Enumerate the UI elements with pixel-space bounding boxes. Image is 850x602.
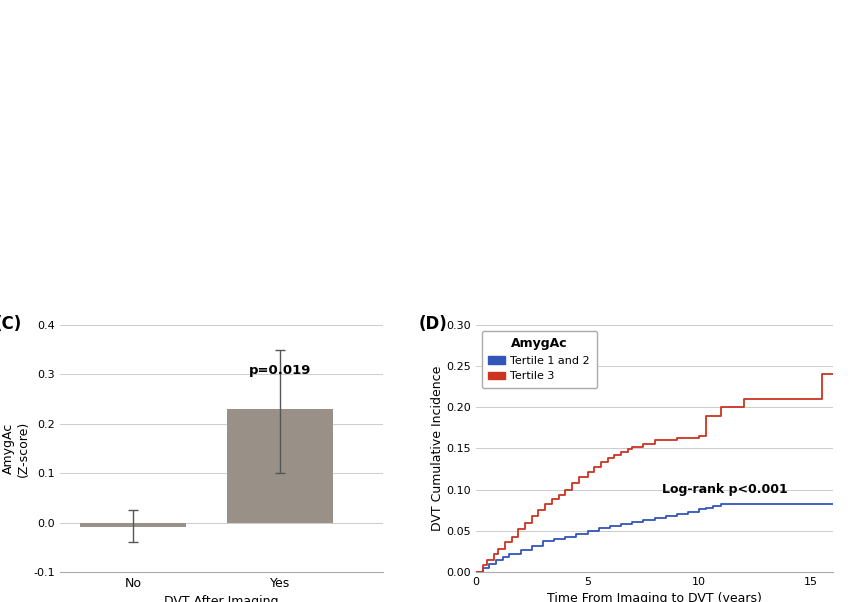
Text: (D): (D) — [419, 315, 448, 334]
Text: p=0.019: p=0.019 — [248, 364, 311, 377]
Legend: Tertile 1 and 2, Tertile 3: Tertile 1 and 2, Tertile 3 — [482, 330, 597, 388]
Bar — [227, 409, 332, 523]
X-axis label: Time From Imaging to DVT (years): Time From Imaging to DVT (years) — [547, 592, 762, 602]
Y-axis label: AmygAc
(Z-score): AmygAc (Z-score) — [3, 420, 31, 477]
Text: (C): (C) — [0, 315, 22, 334]
X-axis label: DVT After Imaging: DVT After Imaging — [164, 595, 278, 602]
Bar — [80, 523, 186, 527]
Text: Brain PET Images: Brain PET Images — [340, 144, 510, 163]
Text: Log-rank p<0.001: Log-rank p<0.001 — [661, 483, 787, 496]
Y-axis label: DVT Cumulative Incidence: DVT Cumulative Incidence — [431, 366, 444, 531]
